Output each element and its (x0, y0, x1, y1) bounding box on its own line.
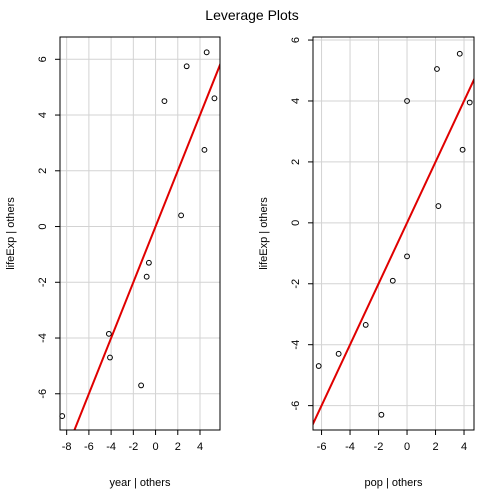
data-point (161, 98, 168, 105)
data-point (362, 321, 369, 328)
x-axis-label: pop | others (365, 477, 423, 489)
y-tick-label: 0 (290, 220, 302, 226)
x-tick-label: -6 (84, 441, 94, 453)
x-tick-label: 4 (461, 441, 467, 453)
y-tick-label: -2 (37, 277, 49, 287)
data-point (315, 363, 322, 369)
fit-line (313, 77, 474, 427)
panel-pop: -6 -4 -2 0 2 4 -6 -4 -2 0 2 4 6 pop | others lifeExp |… (258, 36, 475, 489)
y-tick-label: -2 (290, 279, 302, 289)
y-axis-label: lifeExp | others (5, 197, 17, 270)
data-point (389, 277, 396, 284)
x-tick-label: -2 (374, 441, 384, 453)
data-point (203, 49, 210, 56)
y-tick-label: 6 (290, 37, 302, 43)
data-point (138, 382, 145, 389)
x-tick-label: -8 (62, 441, 72, 453)
data-point (105, 330, 112, 337)
y-tick-label: 4 (290, 98, 302, 104)
data-point (107, 354, 113, 361)
figure-title: Leverage Plots (205, 7, 298, 23)
plot-frame (312, 36, 475, 431)
data-point (456, 50, 463, 57)
data-point (143, 273, 150, 280)
data-point (335, 350, 342, 357)
y-tick-label: -4 (290, 340, 302, 350)
x-tick-label: -4 (106, 441, 116, 453)
data-point (378, 411, 385, 418)
data-point (404, 253, 410, 260)
y-tick-label: -6 (290, 401, 302, 411)
y-tick-label: 4 (37, 112, 49, 118)
x-tick-label: 2 (175, 441, 181, 453)
y-tick-label: 0 (37, 223, 49, 229)
y-tick-label: 2 (290, 159, 302, 165)
data-point (459, 146, 466, 153)
x-tick-label: 0 (404, 441, 410, 453)
x-tick-label: 4 (197, 441, 203, 453)
x-tick-label: 0 (152, 441, 158, 453)
data-point (201, 146, 208, 153)
y-tick-label: 2 (37, 168, 49, 174)
data-point (183, 63, 190, 70)
x-tick-label: -4 (345, 441, 355, 453)
y-axis-label: lifeExp | others (258, 197, 270, 270)
fit-line (73, 62, 220, 430)
data-point (404, 98, 410, 104)
x-tick-label: 2 (432, 441, 438, 453)
data-point (435, 203, 442, 209)
y-tick-label: -6 (37, 389, 49, 399)
data-point (434, 66, 440, 72)
data-point (178, 212, 185, 219)
x-tick-label: -6 (317, 441, 327, 453)
data-point (211, 95, 218, 102)
data-point (59, 413, 66, 419)
data-point (145, 259, 152, 266)
y-tick-label: -4 (37, 333, 49, 343)
x-axis-label: year | others (110, 477, 171, 489)
plot-frame (59, 36, 221, 431)
panel-year: -8 -6 -4 -2 0 2 4 -6 -4 -2 0 2 4 6 year | others lifeEx… (5, 36, 221, 489)
y-tick-label: 6 (37, 56, 49, 62)
x-tick-label: -2 (128, 441, 138, 453)
data-point (466, 99, 473, 106)
